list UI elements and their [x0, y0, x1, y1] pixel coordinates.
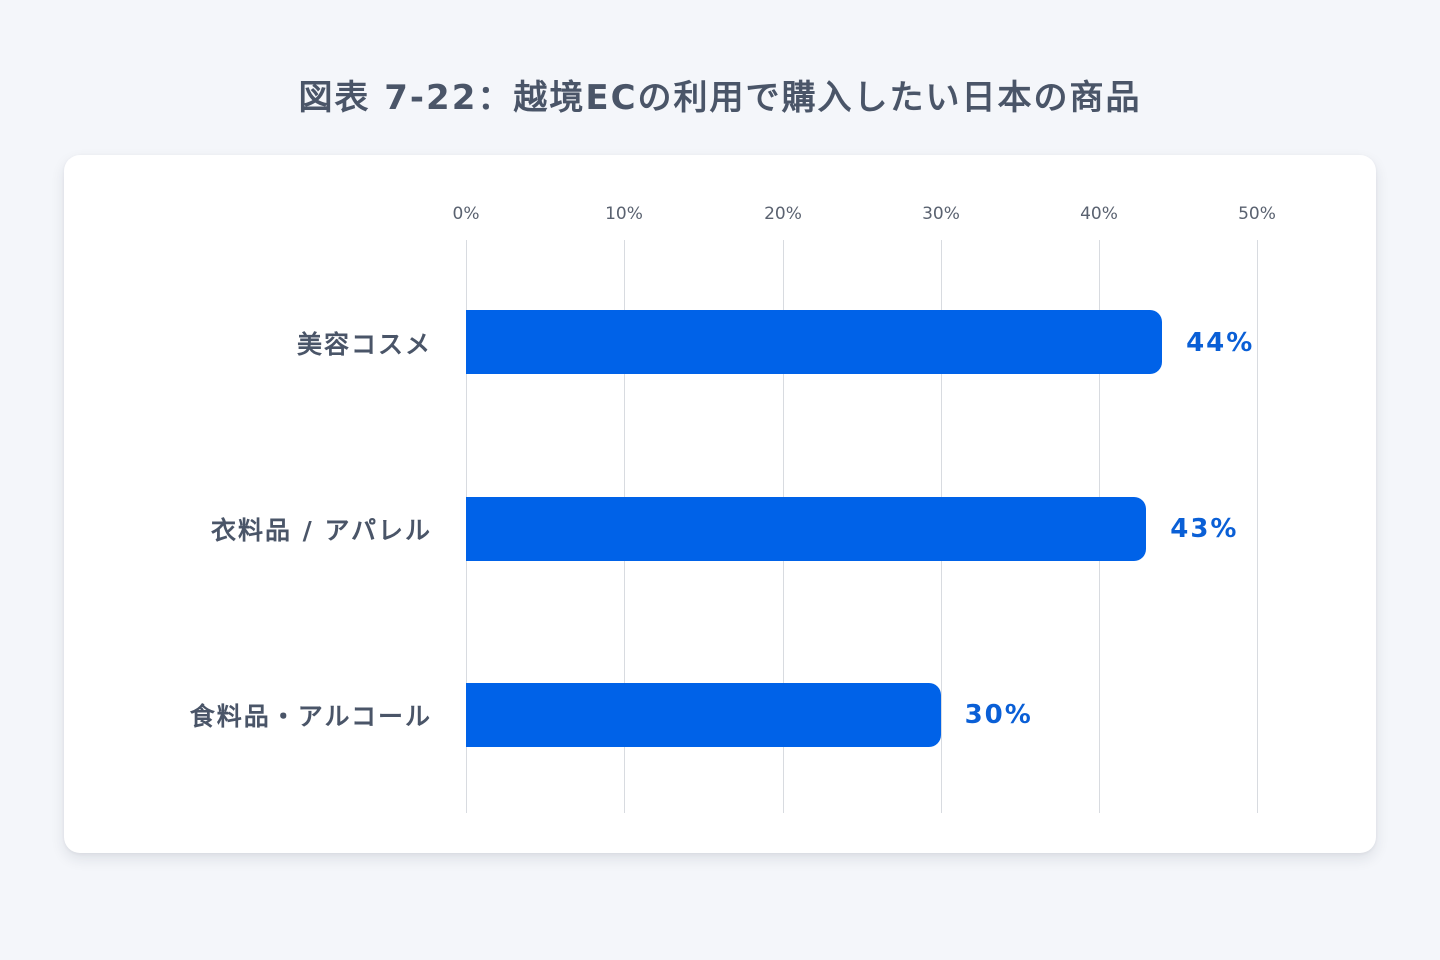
x-tick-label: 30%: [922, 204, 960, 224]
bar-beauty-cosmetics: [466, 310, 1163, 374]
x-tick-label: 50%: [1238, 204, 1276, 224]
bar-apparel: [466, 497, 1147, 561]
x-tick-label: 0%: [452, 204, 480, 224]
gridline: [1257, 240, 1258, 813]
category-label: 食料品・アルコール: [189, 702, 432, 731]
bar-value-label: 43%: [1170, 514, 1239, 544]
chart-title: 図表 7-22：越境ECの利用で購入したい日本の商品: [298, 78, 1142, 118]
bar-food-alcohol: [466, 683, 941, 747]
category-label: 衣料品 / アパレル: [210, 516, 432, 545]
bar-value-label: 44%: [1186, 328, 1255, 358]
x-tick-label: 40%: [1080, 204, 1118, 224]
bar-value-label: 30%: [964, 700, 1033, 730]
x-tick-label: 10%: [605, 204, 643, 224]
x-tick-label: 20%: [764, 204, 802, 224]
category-label: 美容コスメ: [296, 330, 432, 359]
